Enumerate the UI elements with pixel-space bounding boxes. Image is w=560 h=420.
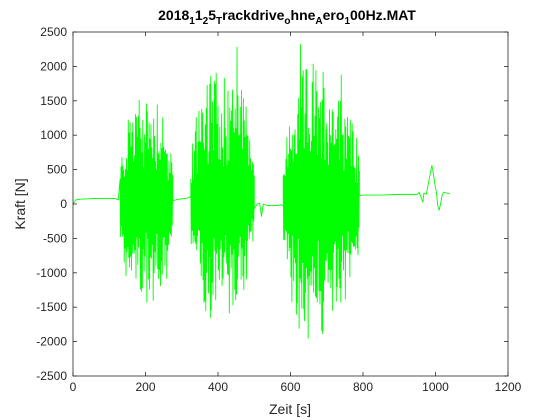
x-tick-label: 200 (135, 380, 155, 394)
title-part: 5 (208, 7, 216, 23)
y-tick-label: -1000 (36, 266, 67, 280)
y-tick-label: 2500 (40, 25, 67, 39)
title-part: ero (323, 7, 345, 23)
x-tick-label: 1200 (495, 380, 522, 394)
x-axis: 0 200 400 600 800 1000 1200 (70, 32, 522, 394)
y-tick-label: -500 (43, 231, 67, 245)
y-tick-label: -1500 (36, 300, 67, 314)
x-tick-label: 400 (208, 380, 228, 394)
title-part: 00Hz.MAT (350, 7, 416, 23)
chart-title: 20181125TrackdriveohneAero100Hz.MAT (158, 7, 416, 27)
x-tick-label: 1000 (422, 380, 449, 394)
y-axis: -2500 -2000 -1500 -1000 -500 0 500 1000 1500 2000… (36, 25, 508, 383)
title-part: hne (291, 7, 316, 23)
title-part: 1 (189, 16, 195, 27)
y-axis-label: Kraft [N] (12, 178, 28, 229)
series-line (72, 44, 451, 339)
y-tick-label: 0 (60, 197, 67, 211)
y-tick-label: -2000 (36, 335, 67, 349)
y-tick-label: 500 (47, 163, 67, 177)
series-layer (72, 44, 451, 339)
x-tick-label: 0 (70, 380, 77, 394)
x-axis-label: Zeit [s] (269, 401, 311, 417)
y-tick-label: -2500 (36, 369, 67, 383)
y-tick-label: 2000 (40, 59, 67, 73)
title-part: 2018 (158, 7, 189, 23)
x-tick-label: 600 (280, 380, 300, 394)
y-tick-label: 1500 (40, 94, 67, 108)
title-part: 1 (195, 7, 203, 23)
title-part: 1 (344, 16, 350, 27)
title-part: 2 (203, 16, 209, 27)
x-tick-label: 800 (353, 380, 373, 394)
title-part: o (284, 16, 290, 27)
title-part: rackdrive (222, 7, 284, 23)
y-tick-label: 1000 (40, 128, 67, 142)
title-part: A (315, 16, 322, 27)
title-part: T (216, 16, 222, 27)
